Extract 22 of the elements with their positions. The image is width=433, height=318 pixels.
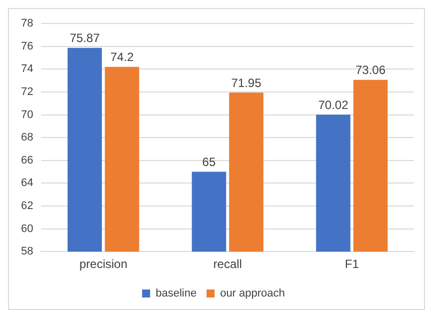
y-tick-label: 74	[20, 63, 34, 76]
y-tick-label: 64	[20, 177, 34, 190]
y-tick-label: 68	[20, 132, 34, 144]
data-label: 75.87	[70, 31, 100, 46]
y-tick-label: 72	[20, 86, 34, 98]
x-tick-label: precision	[79, 257, 128, 272]
y-tick-label: 58	[20, 246, 34, 258]
y-tick-label: 66	[20, 154, 34, 166]
legend-label: our approach	[220, 288, 285, 300]
legend-label: baseline	[156, 288, 197, 300]
y-tick-label: 78	[20, 18, 34, 30]
x-tick-label: F1	[344, 257, 360, 272]
data-label: 70.02	[318, 98, 349, 112]
y-tick-label: 70	[20, 108, 34, 121]
y-tick-label: 62	[20, 200, 34, 212]
y-tick-label: 76	[20, 40, 34, 52]
data-label: 71.95	[231, 76, 262, 90]
data-label: 65	[202, 155, 216, 170]
data-label: 74.2	[110, 50, 134, 64]
x-tick-label: recall	[213, 257, 242, 272]
data-label: 73.06	[355, 63, 386, 78]
y-tick-label: 60	[20, 222, 34, 235]
